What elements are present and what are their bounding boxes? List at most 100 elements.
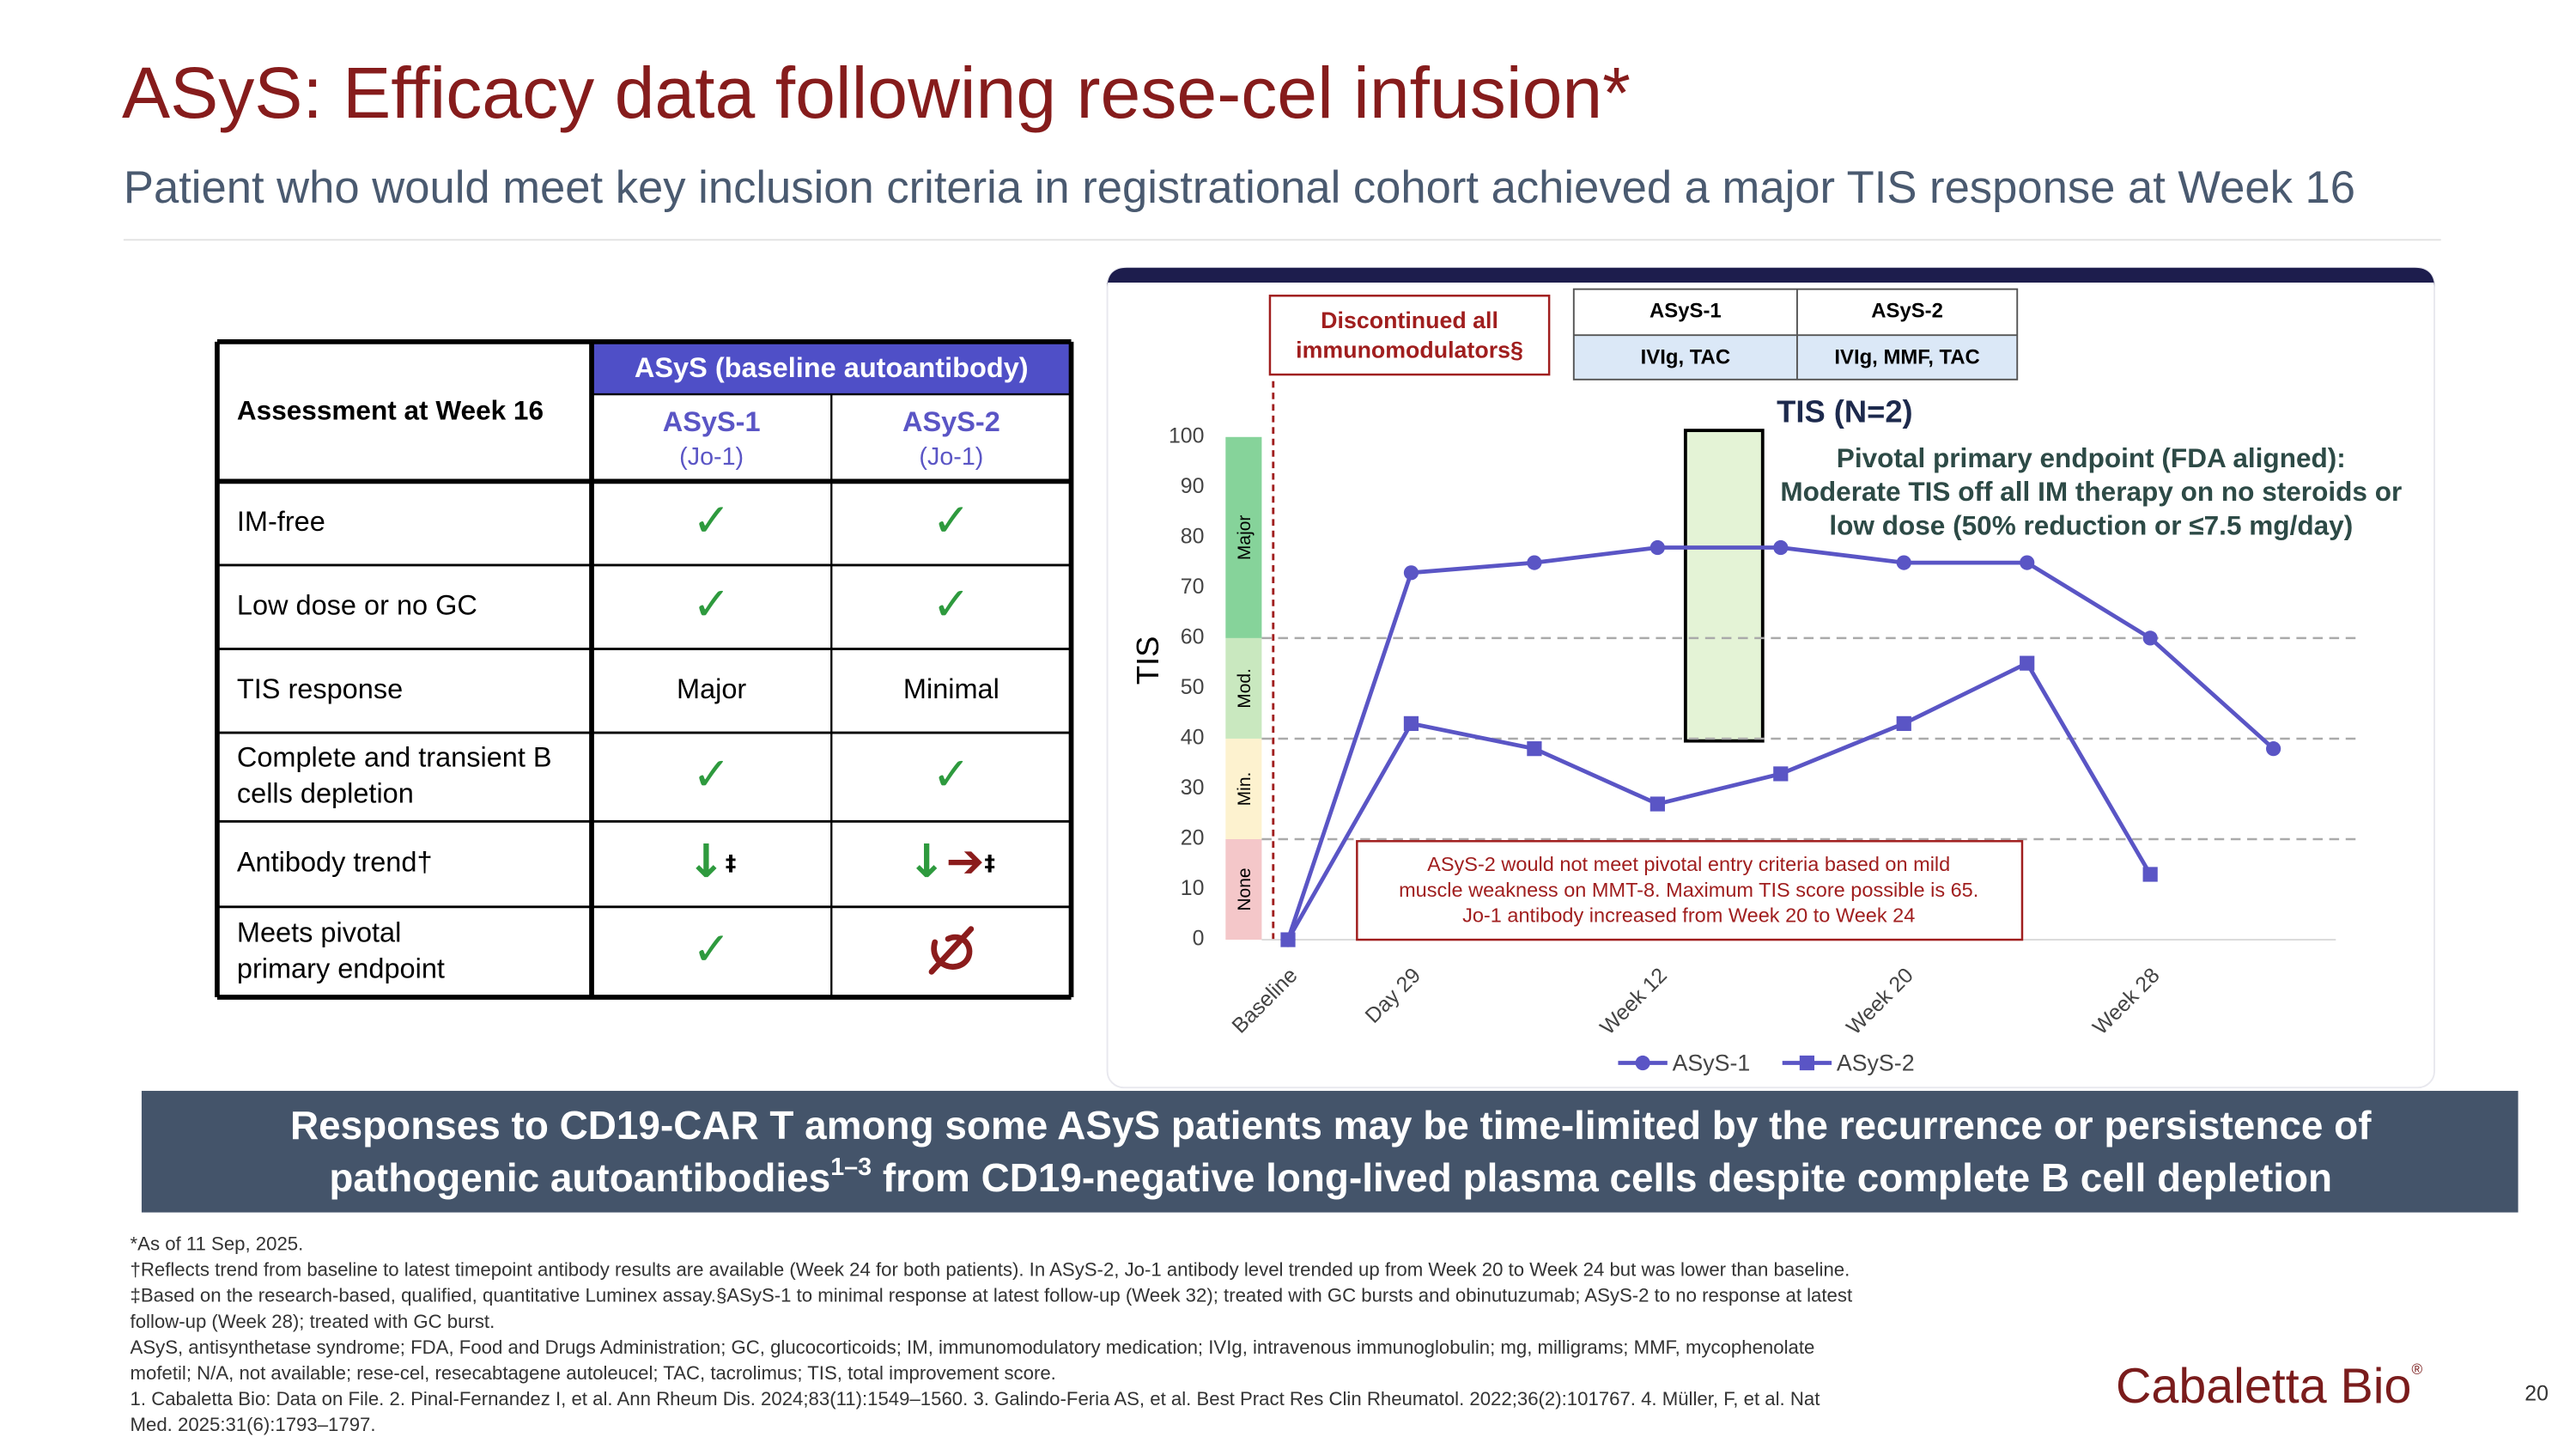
therapy-cell: IVIg, TAC (1641, 345, 1730, 368)
footnote: ASyS, antisynthetase syndrome; FDA, Food… (131, 1336, 1815, 1358)
therapy-row2 (1573, 335, 2018, 380)
series-line (1285, 661, 2153, 941)
y-tick-label: 0 (1193, 927, 1205, 951)
y-tick-label: 100 (1169, 423, 1204, 447)
point (2142, 867, 2158, 882)
row-label: IM-free (237, 506, 325, 537)
y-tick-label: 80 (1181, 524, 1205, 548)
card-bar (1107, 267, 2435, 288)
footnote: *As of 11 Sep, 2025. (131, 1233, 304, 1255)
endpoint-note: Moderate TIS off all IM therapy on no st… (1780, 476, 2402, 507)
logo-mark: ® (2411, 1361, 2422, 1378)
band-label: Major (1235, 515, 1255, 561)
cell: ✓ (692, 576, 731, 630)
y-tick-label: 90 (1181, 474, 1205, 498)
note-box (1356, 840, 2024, 941)
footnote: †Reflects trend from baseline to latest … (131, 1259, 1850, 1281)
band-label: Min. (1235, 772, 1255, 807)
cell: ✓ (932, 493, 970, 547)
endpoint-note: Pivotal primary endpoint (FDA aligned): (1837, 442, 2346, 473)
point (1649, 796, 1665, 812)
cell-glyph: ↓ (687, 834, 726, 888)
group-header: ASyS (baseline autoantibody) (635, 352, 1029, 383)
logo-name: Cabaletta Bio (2116, 1359, 2411, 1414)
legend-marker (1635, 1055, 1650, 1071)
y-tick-label: 70 (1181, 575, 1205, 599)
band-label: Mod. (1235, 668, 1255, 709)
band (1225, 637, 1262, 739)
point (2020, 555, 2035, 570)
row-label: Complete and transient B cells depletion (237, 741, 552, 808)
point (2142, 630, 2158, 646)
row-label: Antibody trend† (237, 847, 433, 878)
banner-line: Responses to CD19-CAR T among some ASyS … (290, 1103, 2372, 1148)
row-label-line: primary endpoint (237, 953, 445, 983)
legend-marker (1799, 1055, 1815, 1071)
therapy-cell: ASyS-1 (1649, 300, 1722, 323)
point (1527, 741, 1542, 757)
corner-header: Assessment at Week 16 (237, 394, 544, 425)
footnotes: *As of 11 Sep, 2025. †Reflects trend from… (131, 1233, 1853, 1435)
banner-sup: 1–3 (830, 1154, 872, 1181)
cell: ✓ (692, 922, 731, 976)
chart-title: TIS (N=2) (1777, 394, 1912, 429)
fail-icon (928, 926, 975, 975)
point (2020, 655, 2035, 671)
note: Jo-1 antibody increased from Week 20 to … (1462, 904, 1915, 927)
discontinued-box (1268, 295, 1551, 376)
assessment-table: ASyS (baseline autoantibody) Assessment a… (215, 338, 1074, 1000)
header-bg (592, 343, 1072, 395)
banner-text: from CD19-negative long-lived plasma cel… (872, 1155, 2332, 1200)
legend-label: ASyS-2 (1837, 1050, 1915, 1076)
therapy-cell: IVIg, MMF, TAC (1834, 345, 1979, 368)
cell: ↓➔‡ (908, 834, 995, 888)
banner-bg (141, 1091, 2518, 1213)
y-tick-label: 30 (1181, 776, 1205, 800)
footnote: Med. 2025:31(6):1793–1797. (131, 1414, 376, 1435)
point (1773, 766, 1789, 782)
banner-line: pathogenic autoantibodies1–3 from CD19-n… (329, 1154, 2332, 1201)
y-tick-label: 40 (1181, 726, 1205, 750)
row-label-line: Meets pivotal (237, 916, 401, 947)
row-label-line: cells depletion (237, 777, 414, 808)
endpoint-note: low dose (50% reduction or ≤7.5 mg/day) (1829, 509, 2353, 540)
cell: ✓ (692, 493, 731, 547)
y-tick-label: 60 (1181, 624, 1205, 648)
page-number: 20 (2524, 1381, 2549, 1405)
cell: ✓ (932, 576, 970, 630)
chart: None Min. Mod. Major 0 10 20 30 40 50 60 70 80 90 100 T… (1130, 288, 2402, 1076)
band (1225, 738, 1262, 840)
cell-glyph: ‡ (985, 850, 995, 875)
point (1280, 932, 1296, 947)
row-label: Low dose or no GC (237, 589, 477, 620)
band (1225, 436, 1262, 638)
row-label-line: Complete and transient B (237, 741, 552, 772)
y-tick-label: 50 (1181, 675, 1205, 699)
cell: Major (677, 673, 746, 704)
footnote: ‡Based on the research-based, qualified,… (131, 1285, 1853, 1306)
note: ASyS-2 would not meet pivotal entry crit… (1427, 853, 1950, 875)
legend-label: ASyS-1 (1673, 1050, 1751, 1076)
note: muscle weakness on MMT-8. Maximum TIS sc… (1399, 879, 1978, 901)
column-sub: (Jo-1) (919, 443, 983, 471)
cell: ↓‡ (687, 834, 736, 888)
fail-icon-shape (928, 926, 975, 975)
y-axis-title: TIS (1130, 636, 1165, 685)
point (1649, 539, 1665, 556)
cell-glyph: ➔ (946, 834, 985, 888)
footnote: 1. Cabaletta Bio: Data on File. 2. Pinal… (131, 1388, 1820, 1409)
therapy-cell: ASyS-2 (1871, 300, 1943, 323)
point (2266, 741, 2281, 757)
point (1773, 539, 1789, 556)
column-header: ASyS-1 (663, 406, 761, 437)
footnote: follow-up (Week 28); treated with GC bur… (131, 1311, 495, 1332)
point (1403, 565, 1419, 581)
chart-card (1106, 266, 2436, 1089)
week16-highlight (1683, 429, 1765, 743)
logo: Cabaletta Bio® (2116, 1359, 2422, 1414)
column-sub: (Jo-1) (679, 443, 744, 471)
band-label: None (1235, 868, 1255, 910)
banner-text: pathogenic autoantibodies (329, 1155, 830, 1200)
point (1896, 555, 1911, 570)
